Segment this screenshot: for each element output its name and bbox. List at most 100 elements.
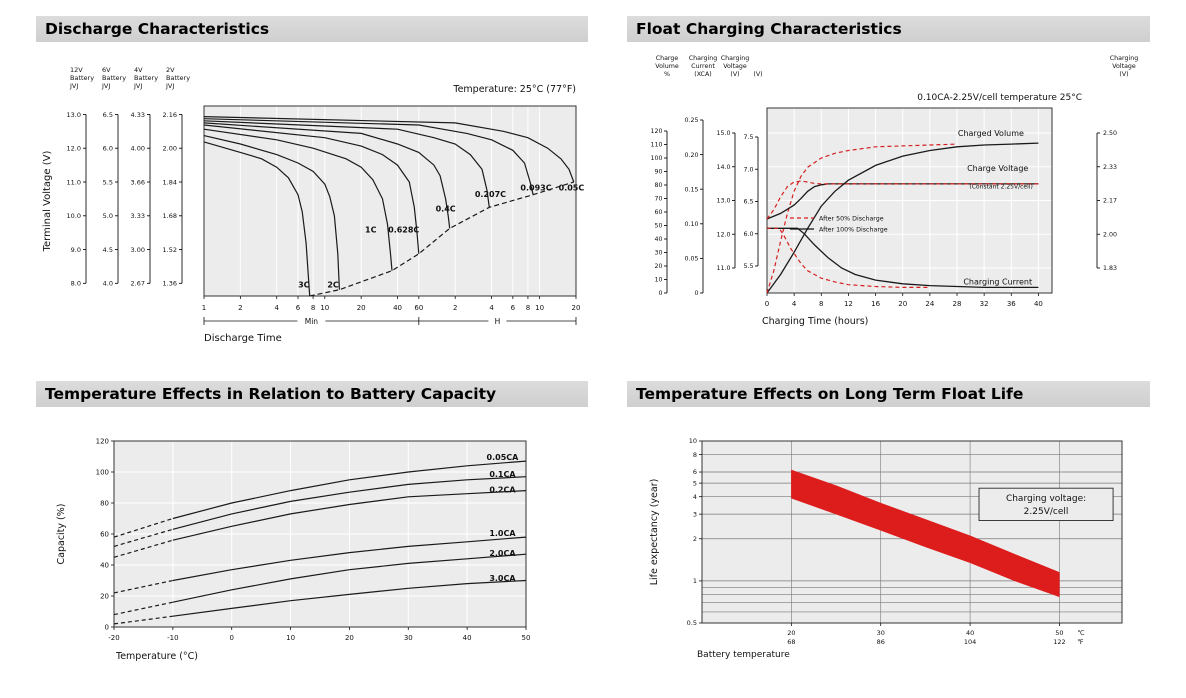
svg-text:50: 50: [522, 634, 531, 642]
svg-text:100: 100: [650, 155, 662, 162]
svg-text:3.66: 3.66: [131, 178, 145, 186]
svg-text:30: 30: [404, 634, 413, 642]
annotation-box: Charging voltage: 2.25V/cell: [978, 487, 1114, 521]
panel-title-float-life: Temperature Effects on Long Term Float L…: [627, 381, 1150, 407]
svg-text:Capacity (%): Capacity (%): [56, 504, 67, 565]
svg-text:28: 28: [953, 300, 962, 308]
svg-text:0: 0: [658, 290, 662, 297]
svg-text:6.5: 6.5: [743, 199, 753, 206]
svg-text:Current: Current: [691, 63, 715, 70]
panel-float-life: Temperature Effects on Long Term Float L…: [627, 381, 1150, 697]
svg-text:1.36: 1.36: [163, 280, 177, 288]
svg-text:Charging voltage:: Charging voltage:: [1006, 494, 1086, 504]
svg-text:5.0: 5.0: [103, 212, 113, 220]
y-axis: 10 8 6 5 4 3 2 1 0.5 Life expectancy (year): [649, 437, 702, 627]
svg-text:20: 20: [898, 300, 907, 308]
svg-text:Temperature: 25°C (77°F): Temperature: 25°C (77°F): [452, 84, 576, 95]
svg-text:Charging Current: Charging Current: [963, 278, 1032, 287]
svg-text:0.5: 0.5: [687, 619, 697, 627]
svg-text:4.00: 4.00: [131, 145, 145, 153]
svg-text:20: 20: [357, 304, 366, 312]
svg-text:80: 80: [100, 499, 109, 507]
svg-text:4: 4: [489, 304, 494, 312]
svg-text:80: 80: [654, 182, 662, 189]
svg-text:0.25: 0.25: [684, 117, 698, 124]
svg-text:2: 2: [238, 304, 242, 312]
svg-text:Charging: Charging: [689, 55, 717, 62]
svg-text:10: 10: [654, 277, 662, 284]
svg-text:9.0: 9.0: [71, 246, 81, 254]
svg-text:20: 20: [100, 592, 109, 600]
svg-text:100: 100: [96, 468, 109, 476]
svg-text:2.0CA: 2.0CA: [489, 549, 516, 558]
svg-text:8.0: 8.0: [71, 280, 81, 288]
svg-text:120: 120: [650, 128, 662, 135]
x-axis: 1 2 4 6 8 10 20 40 60 2 4 6 8 10 20 Min H Discharge Time: [202, 296, 580, 344]
svg-text:(XCA): (XCA): [694, 71, 711, 78]
svg-text:Life expectancy (year): Life expectancy (year): [649, 479, 660, 586]
svg-text:4: 4: [275, 304, 280, 312]
svg-text:JVJ: JVJ: [133, 82, 142, 90]
svg-text:Charged Volume: Charged Volume: [958, 129, 1024, 138]
svg-text:4.5: 4.5: [103, 246, 113, 254]
svg-text:86: 86: [877, 638, 885, 646]
svg-text:After 100% Discharge: After 100% Discharge: [819, 227, 888, 234]
svg-text:0.05CA: 0.05CA: [487, 453, 520, 462]
svg-text:0.628C: 0.628C: [388, 226, 419, 235]
svg-text:Charging Time (hours): Charging Time (hours): [762, 316, 868, 327]
series: [766, 142, 1039, 294]
plot-area: [204, 106, 576, 296]
svg-text:2.67: 2.67: [131, 280, 145, 288]
svg-text:13.0: 13.0: [67, 111, 81, 119]
svg-text:2.25V/cell: 2.25V/cell: [1024, 507, 1069, 517]
svg-text:40: 40: [100, 561, 109, 569]
svg-text:14.0: 14.0: [716, 164, 730, 171]
svg-text:8: 8: [693, 451, 697, 459]
float-life-chart: Charging voltage:2.25V/cell1086543210.5L…: [649, 437, 1123, 660]
svg-text:15.0: 15.0: [716, 130, 730, 137]
svg-text:1.52: 1.52: [163, 246, 177, 254]
svg-text:6: 6: [511, 304, 516, 312]
series: [203, 116, 575, 297]
svg-text:0.2CA: 0.2CA: [489, 486, 516, 495]
svg-text:6.5: 6.5: [103, 111, 113, 119]
svg-text:12V: 12V: [70, 66, 83, 74]
series-labels: Charged Volume Charge Voltage (Constant 2.…: [958, 129, 1033, 287]
svg-text:30: 30: [654, 250, 662, 257]
svg-text:Charge Voltage: Charge Voltage: [967, 164, 1028, 173]
svg-text:1.84: 1.84: [163, 178, 177, 186]
svg-text:40: 40: [966, 629, 974, 637]
svg-text:110: 110: [650, 142, 662, 149]
svg-text:4: 4: [693, 493, 697, 501]
svg-text:Battery: Battery: [166, 74, 190, 82]
svg-text:1C: 1C: [365, 226, 377, 235]
svg-text:Voltage: Voltage: [1112, 63, 1136, 70]
svg-text:0.20: 0.20: [684, 152, 698, 159]
svg-text:Discharge Time: Discharge Time: [204, 333, 282, 344]
plot-frame: [701, 440, 1123, 624]
svg-text:5: 5: [693, 479, 697, 487]
svg-text:3C: 3C: [298, 281, 310, 290]
svg-text:Voltage: Voltage: [723, 63, 747, 70]
svg-text:(V): (V): [730, 71, 739, 78]
panel-title-float-charging: Float Charging Characteristics: [627, 16, 1150, 42]
svg-text:After 50% Discharge: After 50% Discharge: [819, 216, 884, 223]
svg-text:JVJ: JVJ: [69, 82, 78, 90]
svg-text:0.15: 0.15: [684, 186, 698, 193]
panel-float-charging: Float Charging Characteristics 0 4 8 12 16 20…: [627, 16, 1150, 374]
svg-text:60: 60: [414, 304, 423, 312]
x-axis: 0 4 8 12 16 20 24 28 32 36 40 Charging Time (hours): [762, 293, 1043, 327]
svg-text:20: 20: [345, 634, 354, 642]
svg-text:(Constant 2.25V/cell): (Constant 2.25V/cell): [969, 183, 1032, 190]
svg-text:6V: 6V: [102, 66, 111, 74]
svg-text:7.0: 7.0: [743, 166, 753, 173]
svg-text:2: 2: [453, 304, 457, 312]
svg-text:Battery: Battery: [134, 74, 158, 82]
svg-text:16: 16: [871, 300, 880, 308]
svg-text:0.10CA-2.25V/cell temperature: 0.10CA-2.25V/cell temperature 25°C: [917, 93, 1082, 103]
svg-text:12.0: 12.0: [716, 231, 730, 238]
svg-text:60: 60: [100, 530, 109, 538]
svg-text:104: 104: [964, 638, 976, 646]
